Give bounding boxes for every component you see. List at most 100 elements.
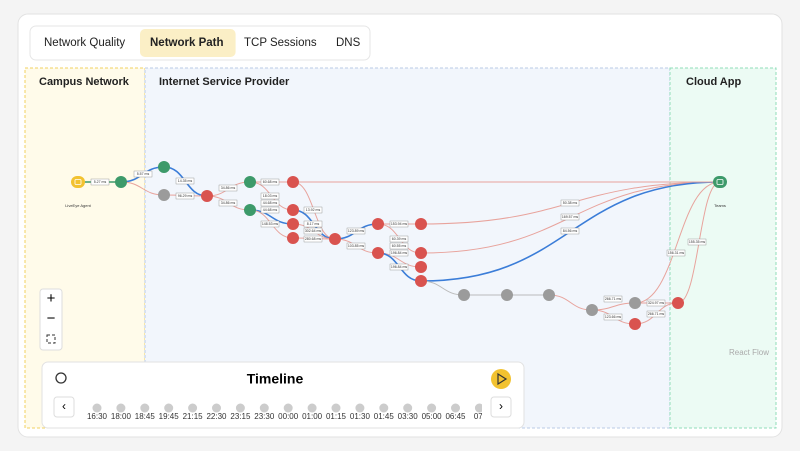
edge-label-bg [218, 199, 238, 207]
next-label[interactable]: › [499, 399, 503, 413]
edge-label: 34.86 ms [221, 201, 236, 205]
edge-label: 169.57 ms [562, 215, 579, 219]
edge-label: 324.97 ms [648, 301, 665, 305]
tab[interactable]: Network Quality [44, 37, 125, 49]
edge-label-bg [646, 310, 666, 318]
timeline-time[interactable]: 19:45 [159, 412, 180, 421]
timeline-time[interactable]: 01:00 [302, 412, 323, 421]
edge-label: 5.57 ms [137, 172, 150, 176]
path-node [629, 318, 641, 330]
edge-label: 60.39 ms [392, 237, 407, 241]
edge-label: 34.86 ms [221, 186, 236, 190]
edge-label-bg [218, 184, 238, 192]
timeline-dot[interactable] [474, 403, 484, 413]
edge-label-bg [303, 206, 323, 214]
edge-label-bg [260, 220, 280, 228]
edge-label-bg [303, 227, 323, 235]
edge-label-bg [560, 227, 580, 235]
edge-label: 196.84 ms [391, 265, 408, 269]
edge-label: 44.68 ms [263, 201, 278, 205]
edge-label: 60.68 ms [263, 180, 278, 184]
edge-label-bg [346, 227, 366, 235]
timeline-time[interactable]: 01:15 [326, 412, 347, 421]
zoom-in[interactable]: + [47, 290, 56, 307]
timeline-time[interactable]: 00:00 [278, 412, 299, 421]
prev-button[interactable] [53, 396, 75, 418]
timeline-time[interactable]: 23:15 [230, 412, 251, 421]
tab[interactable]: Network Path [150, 37, 224, 49]
timeline-time[interactable]: 18:00 [111, 412, 132, 421]
timeline-time[interactable]: 01:45 [374, 412, 395, 421]
timeline-dot[interactable] [403, 403, 413, 413]
path-node [287, 176, 299, 188]
edge-label-bg [603, 313, 623, 321]
edge-label-bg [389, 263, 409, 271]
tab-active-bg [140, 29, 236, 57]
timeline-dot[interactable] [355, 403, 365, 413]
edge-label: 18.03 ms [263, 194, 278, 198]
edge-label: 155.35 ms [689, 240, 706, 244]
edge-label-bg [133, 170, 153, 178]
tab[interactable]: TCP Sessions [244, 37, 317, 49]
edge-label-bg [687, 238, 707, 246]
timeline-dot[interactable] [283, 403, 293, 413]
endpoint-node [71, 176, 85, 188]
timeline-dot[interactable] [116, 403, 126, 413]
cloud-region [669, 67, 777, 429]
timeline-panel [41, 361, 525, 429]
play-button[interactable] [491, 369, 511, 389]
edge-label: 266.71 ms [648, 312, 665, 316]
tab[interactable]: DNS [336, 37, 361, 49]
edge-label: 103.85 ms [348, 244, 365, 248]
timeline-time[interactable]: 18:45 [135, 412, 156, 421]
zoom-out[interactable]: − [47, 310, 56, 327]
fit-view[interactable] [46, 334, 56, 344]
timeline-time[interactable]: 07: [474, 412, 485, 421]
play-icon [497, 372, 508, 386]
timeline-time[interactable]: 16:30 [87, 412, 108, 421]
timeline-dot[interactable] [307, 403, 317, 413]
edge-label: 156.31 ms [668, 251, 685, 255]
region-label: Internet Service Provider [159, 76, 290, 88]
timeline-time[interactable]: 01:30 [350, 412, 371, 421]
path-node [415, 275, 427, 287]
timeline-dot[interactable] [427, 403, 437, 413]
timeline-dot[interactable] [331, 403, 341, 413]
next-button[interactable] [490, 396, 512, 418]
edge-label: 8.17 ms [307, 222, 320, 226]
timeline-time[interactable]: 06:45 [445, 412, 466, 421]
edge-label-bg [389, 220, 409, 228]
timeline-dot[interactable] [212, 403, 221, 413]
prev-label[interactable]: ‹ [62, 399, 66, 413]
edge-label: 96.29 ms [178, 194, 193, 198]
path-node [672, 297, 684, 309]
timeline-time[interactable]: 22:30 [206, 412, 227, 421]
timeline-time[interactable]: 23:30 [254, 412, 275, 421]
timeline-dot[interactable] [235, 403, 245, 413]
path-node [415, 247, 427, 259]
timeline-dot[interactable] [140, 403, 150, 413]
timeline-dot[interactable] [188, 403, 198, 413]
timeline-dot[interactable] [451, 403, 460, 413]
edge-label: 13.92 ms [306, 208, 321, 212]
timeline-dot[interactable] [379, 403, 389, 413]
path-node [372, 218, 384, 230]
edge-label-bg [646, 299, 666, 307]
edge-label: 50.38 ms [563, 201, 578, 205]
path-node [115, 176, 127, 188]
timeline-dot[interactable] [92, 403, 102, 413]
path-node [287, 218, 299, 230]
target-label: Teams [714, 203, 726, 208]
timeline-dot[interactable] [164, 403, 174, 413]
timeline-dot[interactable] [259, 403, 269, 413]
path-node [158, 189, 170, 201]
edge-label-bg [666, 249, 686, 257]
endpoint-node [713, 176, 727, 188]
timeline-time[interactable]: 05:00 [422, 412, 443, 421]
edge-label-bg [560, 213, 580, 221]
edge-label: 123.66 ms [605, 315, 622, 319]
timeline-time[interactable]: 03:30 [398, 412, 419, 421]
region-label: Cloud App [686, 76, 741, 88]
timeline-time[interactable]: 21:15 [183, 412, 204, 421]
